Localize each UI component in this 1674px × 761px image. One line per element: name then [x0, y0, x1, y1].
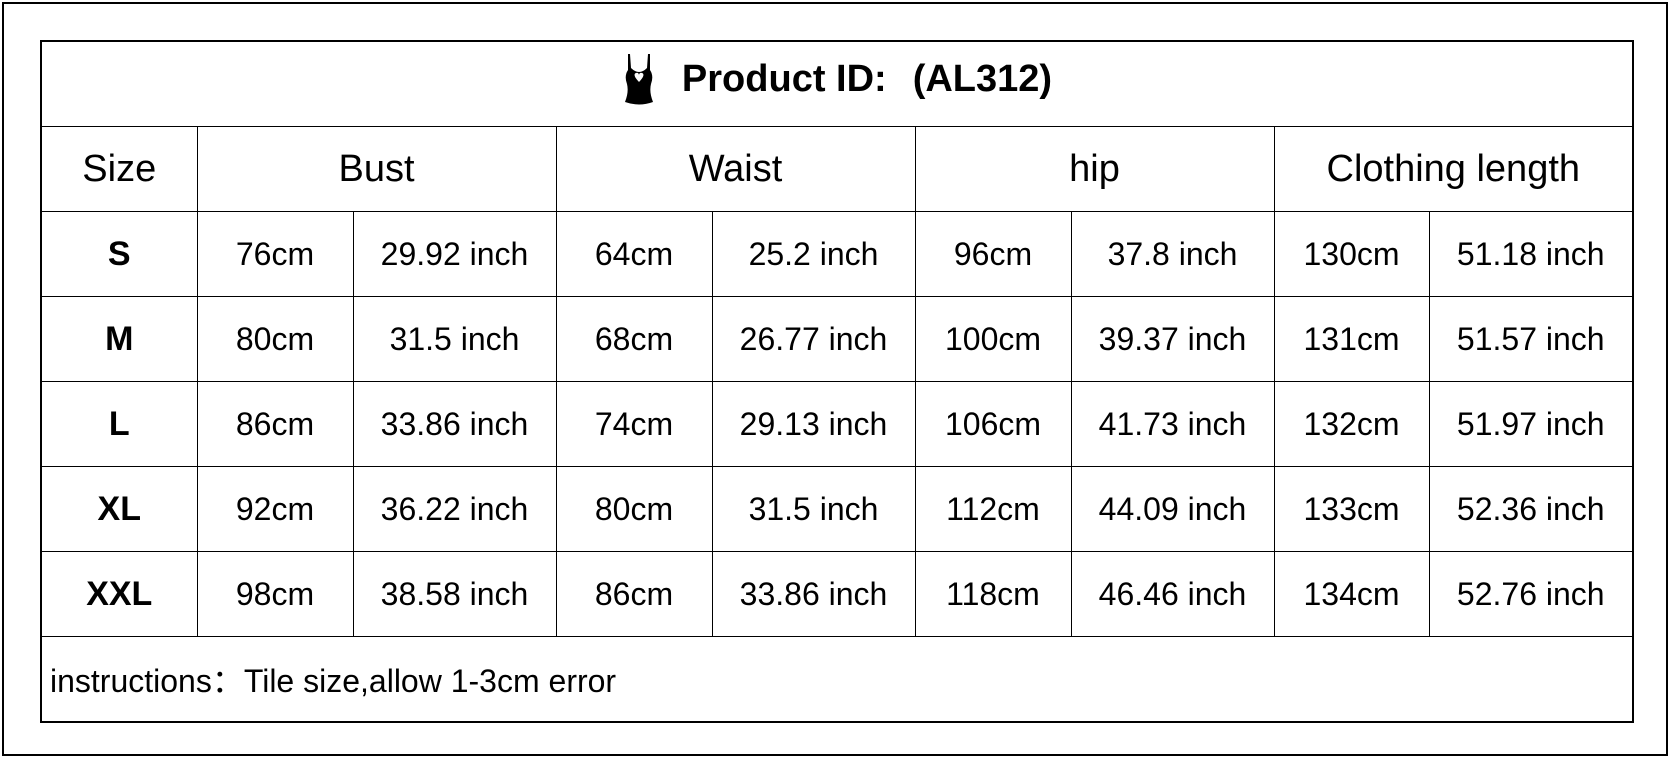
header-waist: Waist	[555, 126, 916, 212]
cell-len-cm: 134cm	[1273, 551, 1430, 637]
header-size: Size	[40, 126, 198, 212]
cell-waist-in: 25.2 inch	[711, 211, 916, 297]
note-row: instructions：Tile size,allow 1-3cm error	[40, 636, 1634, 723]
cell-hip-cm: 100cm	[914, 296, 1072, 382]
header-hip: hip	[914, 126, 1275, 212]
cell-len-cm: 131cm	[1273, 296, 1430, 382]
instructions-note: instructions：Tile size,allow 1-3cm error	[40, 636, 1634, 723]
cell-hip-cm: 118cm	[914, 551, 1072, 637]
cell-len-in: 51.57 inch	[1428, 296, 1634, 382]
cell-waist-cm: 86cm	[555, 551, 713, 637]
cell-len-in: 51.97 inch	[1428, 381, 1634, 467]
cell-hip-in: 37.8 inch	[1070, 211, 1275, 297]
table-row: M 80cm 31.5 inch 68cm 26.77 inch 100cm 39.37 i…	[40, 296, 1634, 382]
cell-waist-in: 29.13 inch	[711, 381, 916, 467]
cell-hip-in: 44.09 inch	[1070, 466, 1275, 552]
title-cell: Product ID: (AL312)	[40, 40, 1634, 127]
cell-waist-cm: 74cm	[555, 381, 713, 467]
cell-waist-cm: 64cm	[555, 211, 713, 297]
table-row: XL 92cm 36.22 inch 80cm 31.5 inch 112cm 44.09 …	[40, 466, 1634, 552]
table-row: L 86cm 33.86 inch 74cm 29.13 inch 106cm 41.73 …	[40, 381, 1634, 467]
cell-bust-cm: 92cm	[196, 466, 354, 552]
cell-size: XXL	[40, 551, 198, 637]
header-bust: Bust	[196, 126, 557, 212]
cell-len-in: 52.36 inch	[1428, 466, 1634, 552]
cell-waist-in: 26.77 inch	[711, 296, 916, 382]
cell-bust-cm: 86cm	[196, 381, 354, 467]
cell-size: M	[40, 296, 198, 382]
camisole-icon	[624, 54, 653, 105]
cell-bust-in: 38.58 inch	[352, 551, 557, 637]
cell-bust-cm: 80cm	[196, 296, 354, 382]
cell-hip-cm: 106cm	[914, 381, 1072, 467]
cell-size: L	[40, 381, 198, 467]
cell-bust-in: 36.22 inch	[352, 466, 557, 552]
title-row: Product ID: (AL312)	[40, 40, 1634, 127]
cell-len-in: 52.76 inch	[1428, 551, 1634, 637]
header-row: Size Bust Waist hip Clothing length	[40, 126, 1634, 212]
size-chart-table: Product ID: (AL312) Size Bust Waist hip …	[40, 40, 1635, 723]
cell-len-cm: 130cm	[1273, 211, 1430, 297]
cell-hip-in: 41.73 inch	[1070, 381, 1275, 467]
product-id-label: Product ID:	[681, 57, 887, 100]
table-row: XXL 98cm 38.58 inch 86cm 33.86 inch 118cm 46.4…	[40, 551, 1634, 637]
cell-waist-cm: 68cm	[555, 296, 713, 382]
cell-bust-in: 29.92 inch	[352, 211, 557, 297]
cell-bust-in: 33.86 inch	[352, 381, 557, 467]
cell-hip-in: 39.37 inch	[1070, 296, 1275, 382]
cell-hip-cm: 112cm	[914, 466, 1072, 552]
header-clothing-length: Clothing length	[1273, 126, 1634, 212]
cell-len-cm: 132cm	[1273, 381, 1430, 467]
table-row: S 76cm 29.92 inch 64cm 25.2 inch 96cm 37.8 inc…	[40, 211, 1634, 297]
cell-size: XL	[40, 466, 198, 552]
cell-len-in: 51.18 inch	[1428, 211, 1634, 297]
cell-waist-in: 33.86 inch	[711, 551, 916, 637]
product-id-value: (AL312)	[912, 57, 1053, 100]
cell-bust-cm: 76cm	[196, 211, 354, 297]
cell-waist-cm: 80cm	[555, 466, 713, 552]
cell-len-cm: 133cm	[1273, 466, 1430, 552]
cell-hip-in: 46.46 inch	[1070, 551, 1275, 637]
cell-bust-in: 31.5 inch	[352, 296, 557, 382]
cell-size: S	[40, 211, 198, 297]
cell-bust-cm: 98cm	[196, 551, 354, 637]
cell-waist-in: 31.5 inch	[711, 466, 916, 552]
cell-hip-cm: 96cm	[914, 211, 1072, 297]
